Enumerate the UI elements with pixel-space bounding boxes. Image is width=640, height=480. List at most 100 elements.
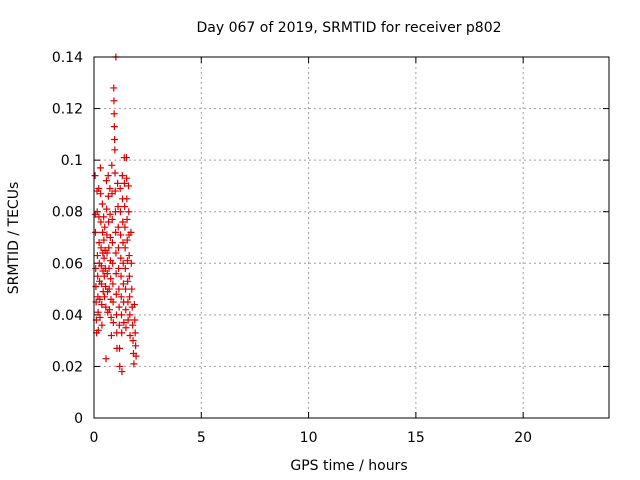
data-point [122, 306, 130, 314]
data-point [102, 282, 110, 290]
x-tick-label: 5 [197, 430, 206, 446]
data-point [114, 203, 122, 211]
data-point [109, 280, 117, 288]
data-point [115, 303, 123, 311]
data-point [97, 244, 105, 252]
data-point [120, 179, 128, 187]
data-point [118, 329, 126, 337]
data-point [122, 154, 130, 162]
data-point [122, 324, 130, 332]
data-point [115, 264, 123, 272]
data-point [127, 228, 135, 236]
data-point [115, 285, 123, 293]
data-point [130, 301, 138, 309]
data-point [121, 244, 129, 252]
y-tick-label: 0.12 [52, 102, 83, 118]
data-point [102, 355, 110, 363]
x-axis-label: GPS time / hours [290, 458, 407, 474]
y-axis-label: SRMTID / TECUs [6, 182, 22, 295]
x-tick-label: 15 [407, 430, 425, 446]
data-point [104, 172, 112, 180]
data-point [96, 164, 104, 172]
y-tick-label: 0 [74, 411, 83, 427]
data-point [119, 259, 127, 267]
data-point [128, 285, 136, 293]
data-point [98, 301, 106, 309]
data-point [116, 185, 124, 193]
y-tick-label: 0.08 [52, 205, 83, 221]
data-point [112, 270, 120, 278]
data-point [106, 210, 114, 218]
data-point [118, 368, 126, 376]
y-tick-label: 0.04 [52, 308, 83, 324]
grid-layer [94, 57, 609, 418]
data-point [112, 290, 120, 298]
data-point [122, 285, 130, 293]
data-point [125, 182, 133, 190]
data-point [98, 280, 106, 288]
data-point [116, 344, 124, 352]
y-tick-label: 0.14 [52, 50, 83, 66]
y-tick-label: 0.02 [52, 359, 83, 375]
data-point [116, 362, 124, 370]
data-point [96, 295, 104, 303]
data-point [93, 252, 101, 260]
data-point [101, 293, 109, 301]
data-point [112, 249, 120, 257]
y-tick-label: 0.06 [52, 256, 83, 272]
data-point [117, 311, 125, 319]
data-point [129, 321, 137, 329]
data-point [107, 275, 115, 283]
x-tick-label: 0 [90, 430, 99, 446]
data-point [111, 187, 119, 195]
data-point [117, 293, 125, 301]
data-point [100, 254, 108, 262]
data-point [120, 319, 128, 327]
data-point [131, 316, 139, 324]
data-point [123, 195, 131, 203]
data-point [119, 280, 127, 288]
data-point [96, 313, 104, 321]
data-point [131, 329, 139, 337]
data-point [125, 208, 133, 216]
data-point [132, 352, 140, 360]
x-tick-label: 20 [514, 430, 532, 446]
data-point [109, 298, 117, 306]
data-point [93, 208, 101, 216]
data-point [105, 244, 113, 252]
data-point [105, 306, 113, 314]
data-point [98, 200, 106, 208]
data-point [115, 321, 123, 329]
data-point [124, 277, 132, 285]
data-point [116, 208, 124, 216]
data-point [92, 264, 100, 272]
plot-frame [93, 56, 610, 419]
data-point [100, 236, 108, 244]
data-point [110, 110, 118, 118]
data-point [117, 272, 125, 280]
data-point [105, 285, 113, 293]
data-point [105, 264, 113, 272]
data-point [101, 223, 109, 231]
data-point [110, 84, 118, 92]
data-point [94, 308, 102, 316]
data-point [114, 223, 122, 231]
data-point [109, 319, 117, 327]
data-point [109, 259, 117, 267]
data-point [94, 326, 102, 334]
data-point [123, 236, 131, 244]
data-points [91, 53, 140, 376]
data-point [114, 244, 122, 252]
data-point [127, 259, 135, 267]
data-point [121, 203, 129, 211]
data-point [125, 272, 133, 280]
data-point [124, 316, 132, 324]
data-point [112, 228, 120, 236]
data-point [117, 231, 125, 239]
data-point [103, 270, 111, 278]
data-point [126, 311, 134, 319]
data-point [121, 223, 129, 231]
data-point [105, 218, 113, 226]
data-point [126, 331, 134, 339]
